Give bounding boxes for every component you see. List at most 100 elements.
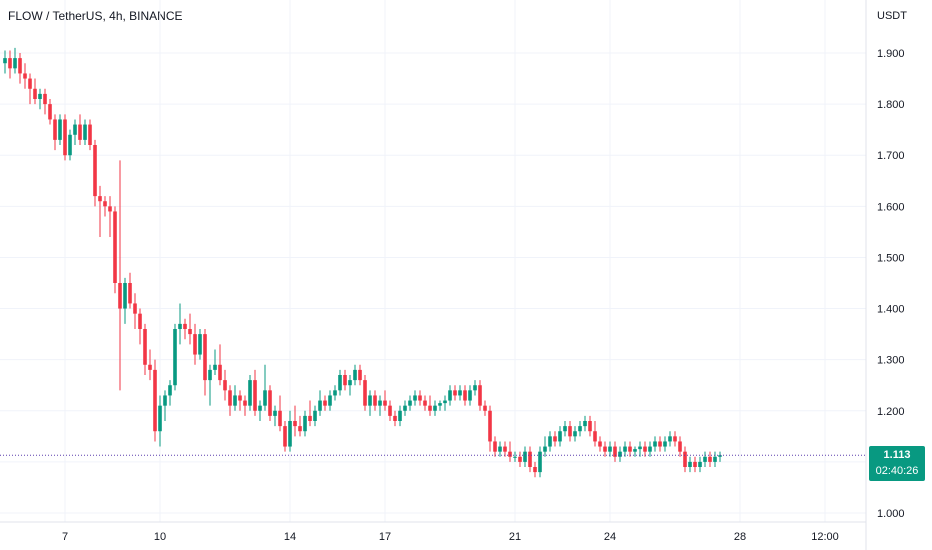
candle-body [593, 431, 597, 442]
candle-body [523, 451, 527, 462]
candle [563, 421, 567, 437]
candle [293, 405, 297, 437]
candle [318, 390, 322, 416]
candle [433, 400, 437, 416]
candle [38, 88, 42, 110]
candle [133, 293, 137, 329]
candle [373, 390, 377, 411]
candle [58, 114, 62, 145]
candle-body [328, 395, 332, 406]
candle [498, 441, 502, 457]
candle [18, 53, 22, 84]
candle [708, 451, 712, 467]
candle [398, 405, 402, 427]
candle-body [513, 456, 517, 458]
candle [108, 196, 112, 237]
candle-body [53, 119, 57, 140]
candle [448, 385, 452, 406]
candle [63, 114, 67, 161]
candle [358, 364, 362, 386]
candle [553, 431, 557, 447]
candle [198, 329, 202, 360]
candle-body [43, 93, 47, 105]
candle [313, 405, 317, 427]
x-tick-label: 28 [734, 531, 746, 543]
bar-countdown: 02:40:26 [875, 465, 919, 477]
candle-body [368, 395, 372, 406]
candle [598, 436, 602, 452]
time-axis[interactable]: 7 10 14 17 21 24 28 12:00 [62, 531, 839, 543]
candle-body [48, 104, 52, 120]
candle-body [528, 451, 532, 467]
y-tick-label: 1.800 [877, 99, 905, 111]
candle [393, 410, 397, 427]
candle [23, 63, 27, 89]
candle-body [678, 441, 682, 452]
candle [383, 390, 387, 411]
candle [213, 349, 217, 375]
candle-body [338, 375, 342, 391]
candle-body [418, 395, 422, 401]
candle-body [28, 78, 32, 89]
candle [283, 421, 287, 452]
candle [218, 344, 222, 386]
candle-body [123, 283, 127, 309]
candle [128, 272, 132, 309]
y-tick-label: 1.400 [877, 304, 905, 316]
candle [543, 436, 547, 457]
candle [568, 421, 572, 442]
candle [573, 426, 577, 442]
candle-body [388, 405, 392, 416]
candle-body [508, 451, 512, 457]
candle [588, 415, 592, 437]
candle [703, 451, 707, 467]
candle-body [68, 134, 72, 156]
candle [143, 323, 147, 375]
candle-body [288, 421, 292, 447]
candle [158, 395, 162, 447]
candle [348, 375, 352, 396]
candle-body [598, 441, 602, 447]
candle [648, 441, 652, 457]
candle-body [323, 400, 327, 406]
candle [408, 395, 412, 411]
candle-body [518, 456, 522, 462]
candle-body [503, 446, 507, 452]
x-tick-label: 24 [604, 531, 616, 543]
candle-body [313, 410, 317, 421]
candle [488, 405, 492, 452]
candle [613, 441, 617, 462]
candle-body [363, 380, 367, 406]
candle [428, 395, 432, 416]
candle-body [118, 283, 122, 309]
candle-body [673, 436, 677, 442]
candle [68, 129, 72, 161]
candle-body [428, 405, 432, 411]
candle-body [548, 436, 552, 447]
candle [178, 303, 182, 345]
candle [53, 114, 57, 151]
candle [123, 277, 127, 324]
candle-body [448, 390, 452, 401]
candle-body [628, 446, 632, 452]
candle [413, 390, 417, 406]
candle-body [558, 431, 562, 442]
candle [523, 446, 527, 467]
candle-body [253, 380, 257, 411]
candle [288, 410, 292, 452]
y-tick-label: 1.500 [877, 252, 905, 264]
candle [148, 349, 152, 381]
candle [258, 400, 262, 421]
candle-body [188, 329, 192, 335]
candle [243, 395, 247, 416]
candle-body [63, 119, 67, 156]
candle [628, 441, 632, 457]
candle-body [453, 390, 457, 396]
candle-body [473, 385, 477, 391]
candle-body [173, 329, 177, 386]
candle [343, 369, 347, 391]
candle [643, 441, 647, 457]
price-axis-unit: USDT [877, 10, 907, 22]
candles [3, 47, 722, 478]
